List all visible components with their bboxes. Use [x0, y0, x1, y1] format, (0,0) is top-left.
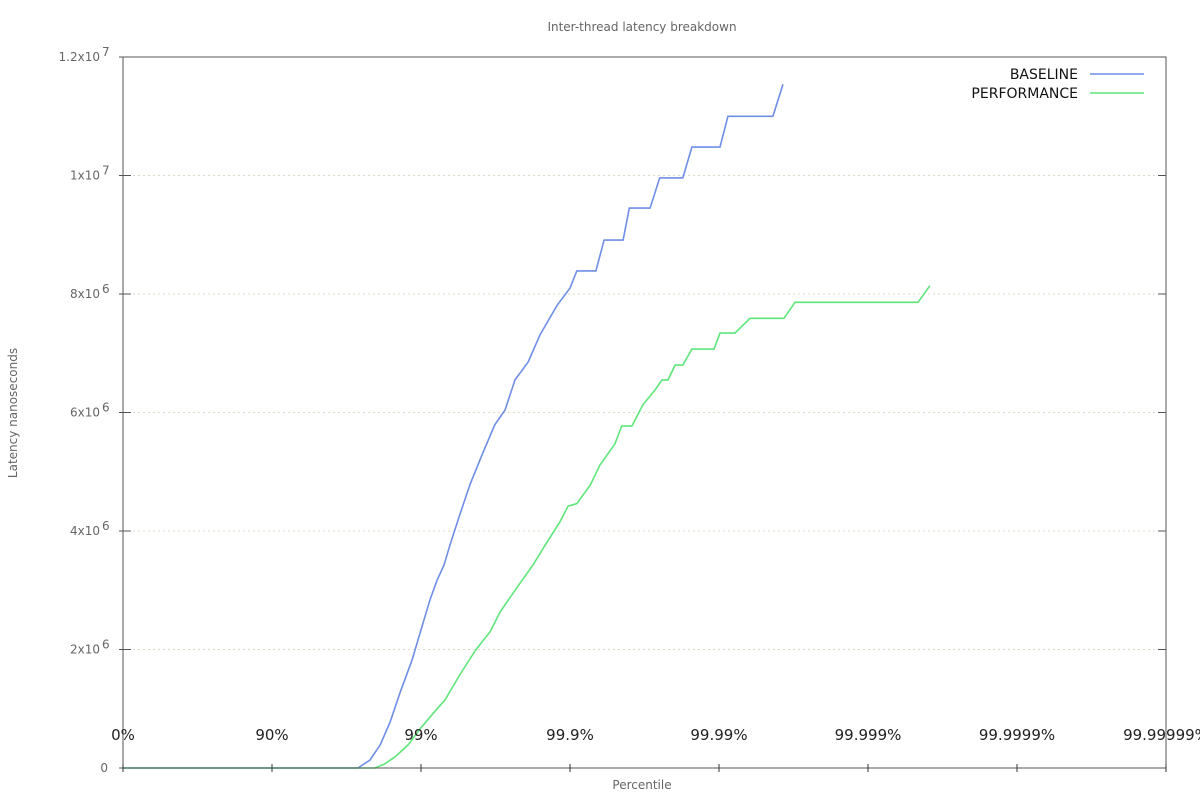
y-tick-exponent: 6	[102, 638, 110, 652]
chart-title: Inter-thread latency breakdown	[547, 20, 736, 34]
y-tick-label: 0	[100, 761, 108, 775]
y-tick-label: 8x10	[70, 287, 100, 301]
x-tick-label: 0%	[111, 726, 135, 744]
legend-label: PERFORMANCE	[971, 86, 1078, 102]
y-tick-exponent: 7	[102, 45, 110, 59]
y-tick-exponent: 6	[102, 519, 110, 533]
series-line-baseline	[123, 84, 784, 769]
x-tick-label: 99.9999%	[979, 726, 1055, 744]
y-tick-label: 4x10	[70, 524, 100, 538]
y-tick-label: 1.2x10	[59, 50, 100, 64]
x-axis-label: Percentile	[612, 778, 671, 792]
series-line-performance	[123, 285, 931, 769]
legend-label: BASELINE	[1010, 67, 1078, 83]
y-tick-exponent: 6	[102, 401, 110, 415]
y-tick-label: 6x10	[70, 406, 100, 420]
y-tick-exponent: 6	[102, 282, 110, 296]
y-axis-label: Latency nanoseconds	[6, 348, 20, 478]
x-tick-label: 99.99999%	[1123, 726, 1200, 744]
y-tick-label: 2x10	[70, 643, 100, 657]
x-tick-label: 99%	[404, 726, 437, 744]
x-tick-label: 99.99%	[690, 726, 747, 744]
x-tick-label: 90%	[255, 726, 288, 744]
y-tick-label: 1x10	[70, 169, 100, 183]
y-tick-exponent: 7	[102, 164, 110, 178]
x-tick-label: 99.999%	[835, 726, 902, 744]
x-tick-label: 99.9%	[546, 726, 594, 744]
